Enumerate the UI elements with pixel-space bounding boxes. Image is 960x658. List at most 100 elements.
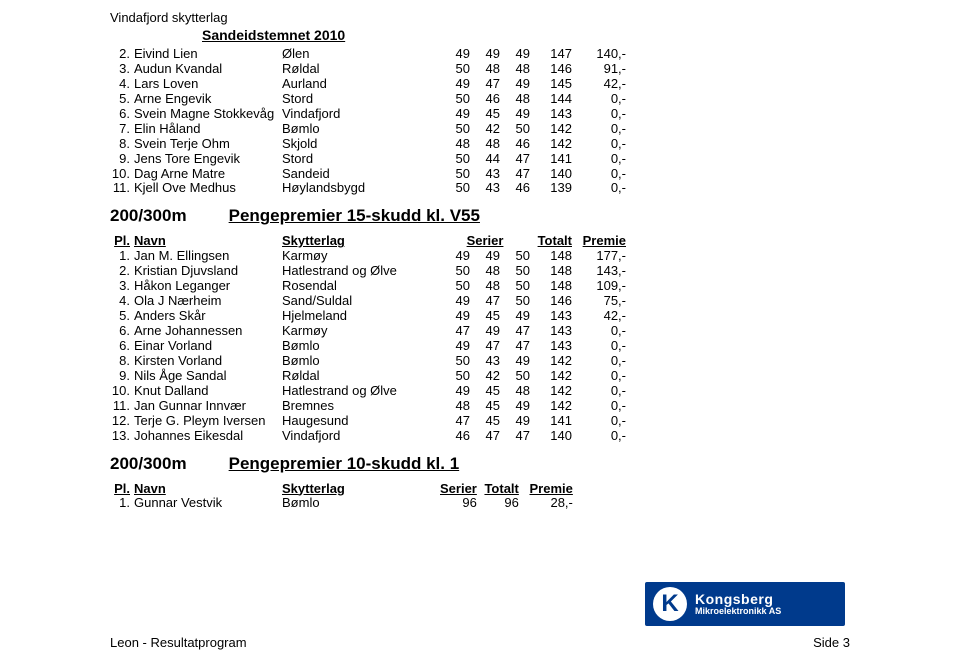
cell: 47: [500, 167, 530, 182]
cell: 50: [500, 264, 530, 279]
cell: 48: [470, 137, 500, 152]
cell: 141: [530, 414, 572, 429]
cell: 49: [500, 107, 530, 122]
cell: 50: [500, 249, 530, 264]
cell: 49: [500, 354, 530, 369]
cell: 142: [530, 399, 572, 414]
cell: Røldal: [282, 62, 440, 77]
cell: 5.: [110, 92, 134, 107]
header-cell: Pl.: [110, 482, 134, 497]
cell: 46: [500, 181, 530, 196]
table-row: 4.Ola J NærheimSand/Suldal49475014675,-: [110, 294, 626, 309]
cell: 49: [470, 47, 500, 62]
cell: 146: [530, 294, 572, 309]
cell: Ølen: [282, 47, 440, 62]
cell: 146: [530, 62, 572, 77]
cell: 143: [530, 309, 572, 324]
cell: 0,-: [572, 122, 626, 137]
cell: 148: [530, 279, 572, 294]
cell: 140: [530, 167, 572, 182]
cell: 45: [470, 309, 500, 324]
cell: 50: [500, 294, 530, 309]
cell: 50: [440, 152, 470, 167]
cell: Stord: [282, 152, 440, 167]
cell: Bømlo: [282, 496, 440, 511]
cell: 50: [440, 122, 470, 137]
cell: 4.: [110, 77, 134, 92]
cell: 42: [470, 369, 500, 384]
cell: 49: [500, 309, 530, 324]
cell: 142: [530, 122, 572, 137]
header-cell: Serier: [440, 234, 530, 249]
cell: Jan Gunnar Innvær: [134, 399, 282, 414]
cell: 96: [440, 496, 477, 511]
cell: 42,-: [572, 77, 626, 92]
sponsor-logo: K Kongsberg Mikroelektronikk AS: [645, 582, 845, 626]
cell: 47: [500, 339, 530, 354]
cell: 0,-: [572, 324, 626, 339]
table-row: 6.Einar VorlandBømlo4947471430,-: [110, 339, 626, 354]
cell: 50: [440, 264, 470, 279]
results-top: 2.Eivind LienØlen494949147140,-3.Audun K…: [110, 47, 626, 196]
page-footer: Leon - Resultatprogram Side 3: [110, 635, 850, 650]
cell: Bremnes: [282, 399, 440, 414]
table-row: 6.Svein Magne StokkevågVindafjord4945491…: [110, 107, 626, 122]
cell: 43: [470, 354, 500, 369]
cell: 47: [470, 429, 500, 444]
cell: 48: [470, 279, 500, 294]
header-cell: Serier: [440, 482, 477, 497]
cell: 91,-: [572, 62, 626, 77]
cell: 50: [440, 62, 470, 77]
cell: 42,-: [572, 309, 626, 324]
cell: 48: [470, 62, 500, 77]
cell: 44: [470, 152, 500, 167]
cell: Arne Engevik: [134, 92, 282, 107]
cell: 42: [470, 122, 500, 137]
table-row: 9.Nils Åge SandalRøldal5042501420,-: [110, 369, 626, 384]
cell: Dag Arne Matre: [134, 167, 282, 182]
cell: 47: [470, 294, 500, 309]
cell: 49: [440, 77, 470, 92]
cell: 0,-: [572, 92, 626, 107]
cell: 47: [470, 77, 500, 92]
cell: 47: [500, 429, 530, 444]
cell: 8.: [110, 354, 134, 369]
cell: 13.: [110, 429, 134, 444]
cell: 46: [440, 429, 470, 444]
cell: 142: [530, 369, 572, 384]
table-header: Pl.NavnSkytterlagSerierTotaltPremie: [110, 482, 573, 497]
cell: 141: [530, 152, 572, 167]
cell: Lars Loven: [134, 77, 282, 92]
cell: 0,-: [572, 429, 626, 444]
cell: Karmøy: [282, 249, 440, 264]
cell: Karmøy: [282, 324, 440, 339]
cell: 48: [440, 399, 470, 414]
cell: Bømlo: [282, 354, 440, 369]
cell: 9.: [110, 369, 134, 384]
cell: Einar Vorland: [134, 339, 282, 354]
cell: 96: [477, 496, 519, 511]
cell: Nils Åge Sandal: [134, 369, 282, 384]
cell: 47: [440, 414, 470, 429]
cell: 49: [440, 339, 470, 354]
cell: 0,-: [572, 369, 626, 384]
cell: 45: [470, 107, 500, 122]
cell: 49: [470, 324, 500, 339]
cell: 9.: [110, 152, 134, 167]
cell: 0,-: [572, 399, 626, 414]
footer-left: Leon - Resultatprogram: [110, 635, 247, 650]
cell: Audun Kvandal: [134, 62, 282, 77]
cell: Ola J Nærheim: [134, 294, 282, 309]
cell: 2.: [110, 47, 134, 62]
org-name: Vindafjord skytterlag: [110, 10, 850, 25]
cell: 50: [440, 369, 470, 384]
cell: Jens Tore Engevik: [134, 152, 282, 167]
cell: Anders Skår: [134, 309, 282, 324]
section-title: Pengepremier 10-skudd kl. 1: [229, 454, 460, 473]
cell: 49: [440, 47, 470, 62]
cell: 3.: [110, 62, 134, 77]
cell: 0,-: [572, 137, 626, 152]
cell: Haugesund: [282, 414, 440, 429]
cell: Eivind Lien: [134, 47, 282, 62]
cell: Svein Magne Stokkevåg: [134, 107, 282, 122]
